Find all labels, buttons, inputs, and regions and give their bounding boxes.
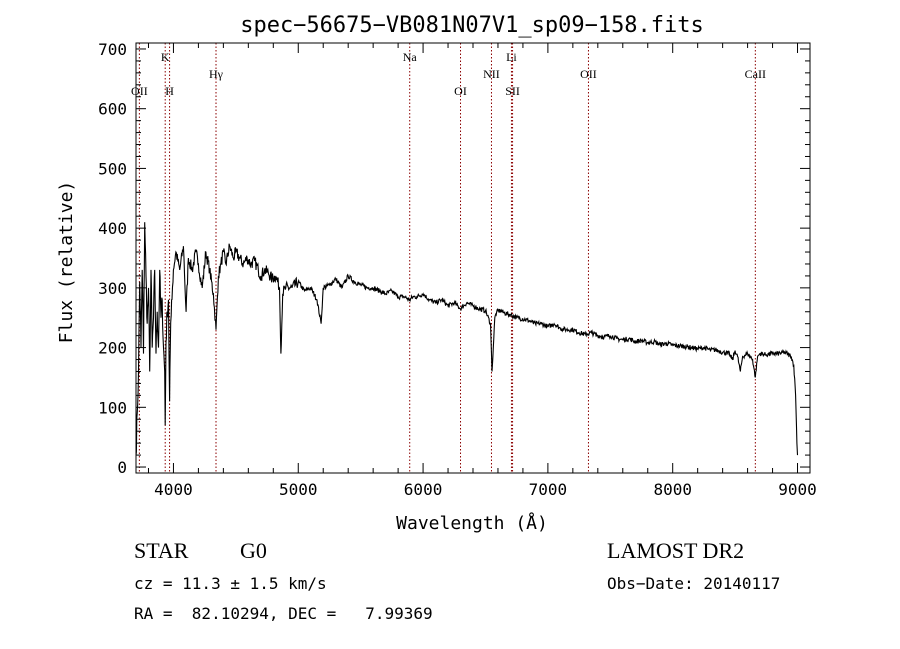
plot-frame (135, 42, 811, 474)
y-axis-label: Flux (relative) (56, 181, 77, 344)
coordinates: RA = 82.10294, DEC = 7.99369 (134, 604, 433, 623)
y-tick-label: 500 (98, 159, 127, 178)
object-class: STAR (134, 538, 189, 563)
survey-name: LAMOST DR2 (607, 538, 745, 563)
x-axis: 4000 5000 6000 7000 8000 9000 (147, 43, 817, 499)
spectrum-line (135, 222, 799, 456)
line-marker-label: Hγ (209, 67, 224, 81)
line-marker-label: OII (131, 84, 148, 98)
redshift-cz: cz = 11.3 ± 1.5 km/s (134, 574, 327, 593)
y-axis: 0 100 200 300 400 500 600 700 (98, 40, 810, 477)
line-marker-label: K (161, 50, 170, 64)
y-tick-label: 200 (98, 339, 127, 358)
y-tick-label: 100 (98, 398, 127, 417)
y-tick-label: 0 (117, 458, 127, 477)
observation-date: Obs−Date: 20140117 (607, 574, 781, 593)
object-subclass: G0 (240, 538, 267, 563)
x-tick-label: 4000 (154, 480, 193, 499)
line-marker-label: Li (506, 50, 517, 64)
y-tick-label: 600 (98, 100, 127, 119)
x-axis-label: Wavelength (Å) (396, 512, 548, 534)
line-marker-label: NII (483, 67, 500, 81)
line-marker-label: OI (454, 84, 467, 98)
line-marker-label: CaII (745, 67, 766, 81)
line-marker-label: SII (505, 84, 520, 98)
line-marker-label: Na (403, 50, 418, 64)
line-marker-label: OII (580, 67, 597, 81)
x-tick-label: 5000 (279, 480, 318, 499)
y-tick-label: 700 (98, 40, 127, 59)
x-tick-label: 9000 (778, 480, 817, 499)
x-tick-label: 7000 (529, 480, 568, 499)
y-tick-label: 400 (98, 219, 127, 238)
spectrum-series (135, 222, 799, 456)
y-tick-label: 300 (98, 279, 127, 298)
chart-title: spec−56675−VB081N07V1_sp09−158.fits (240, 13, 704, 38)
line-marker-label: H (165, 84, 174, 98)
x-tick-label: 6000 (404, 480, 443, 499)
x-tick-label: 8000 (653, 480, 692, 499)
emission-line-markers: OII K H Hγ Na OI NII Li SII OII CaII (131, 43, 766, 473)
